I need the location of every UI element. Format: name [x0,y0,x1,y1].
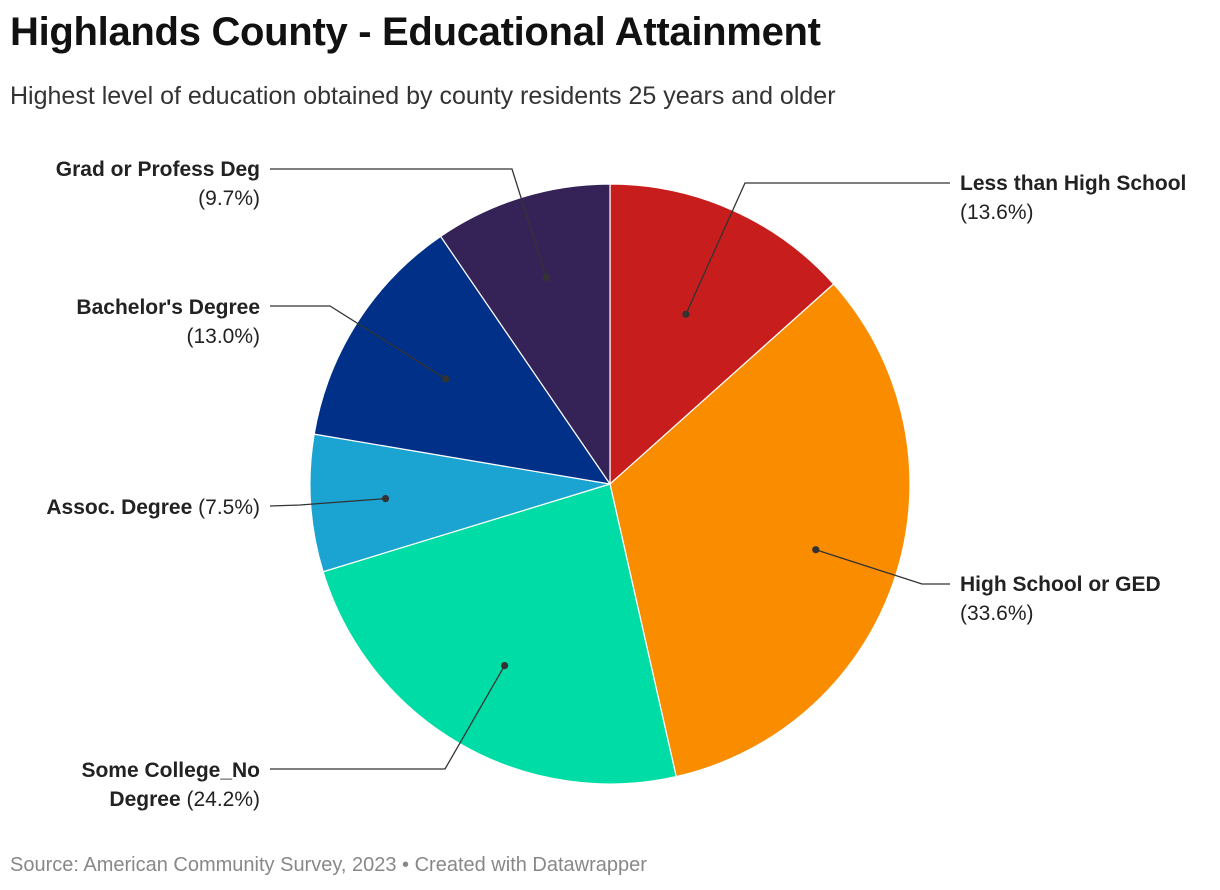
source-note: Source: American Community Survey, 2023 [10,854,397,876]
slice-percent: (13.0%) [186,325,260,348]
slice-label-less-than-high-school: Less than High School (13.6%) [682,172,1186,318]
chart-subtitle: Highest level of education obtained by c… [10,82,836,110]
pie-slice-assoc-degree[interactable] [309,433,611,573]
leader-line [270,305,447,380]
leader-dot [812,546,820,554]
datawrapper-credit-link[interactable]: Created with Datawrapper [414,854,647,876]
leader-dot [542,274,550,282]
slice-percent: (7.5%) [198,496,260,519]
footer-separator: • [396,854,415,876]
slice-name: Some College_No [81,759,260,782]
slice-label-some-college-no-degree: Some College_No Degree (24.2%) [81,662,509,811]
leader-line [270,168,547,278]
leader-line [815,549,950,585]
slice-label-bachelor-s-degree: Bachelor's Degree (13.0%) [76,296,450,383]
slice-percent: (9.7%) [198,187,260,210]
leader-dot [381,495,390,503]
leader-line [269,497,386,507]
slice-percent: (13.6%) [960,201,1034,224]
leader-dot [682,310,690,318]
leader-dot [442,375,450,383]
pie-slice-bachelor-s-degree[interactable] [313,235,612,485]
slice-percent: (24.2%) [186,788,260,811]
slice-name: Bachelor's Degree [76,296,260,319]
slice-label-assoc-degree: Assoc. Degree (7.5%) [46,495,390,519]
slice-name: Less than High School [960,172,1186,195]
slice-label-text: Degree (24.2%) [109,788,260,811]
slice-name: High School or GED [960,573,1161,596]
slice-label-high-school-or-ged: High School or GED (33.6%) [812,546,1161,625]
slice-name: Grad or Profess Deg [56,158,260,181]
chart-footer: Source: American Community Survey, 2023 … [10,854,647,877]
slice-name-cont: Degree [109,788,186,811]
slice-label-grad-or-profess-deg: Grad or Profess Deg (9.7%) [56,158,550,282]
slice-name: Assoc. Degree [46,496,198,519]
slice-label-text: Assoc. Degree (7.5%) [46,496,260,519]
leader-dot [501,662,509,670]
chart-title: Highlands County - Educational Attainmen… [10,10,821,54]
slice-percent: (33.6%) [960,602,1034,625]
leader-line [685,182,950,315]
leader-line [270,665,506,770]
